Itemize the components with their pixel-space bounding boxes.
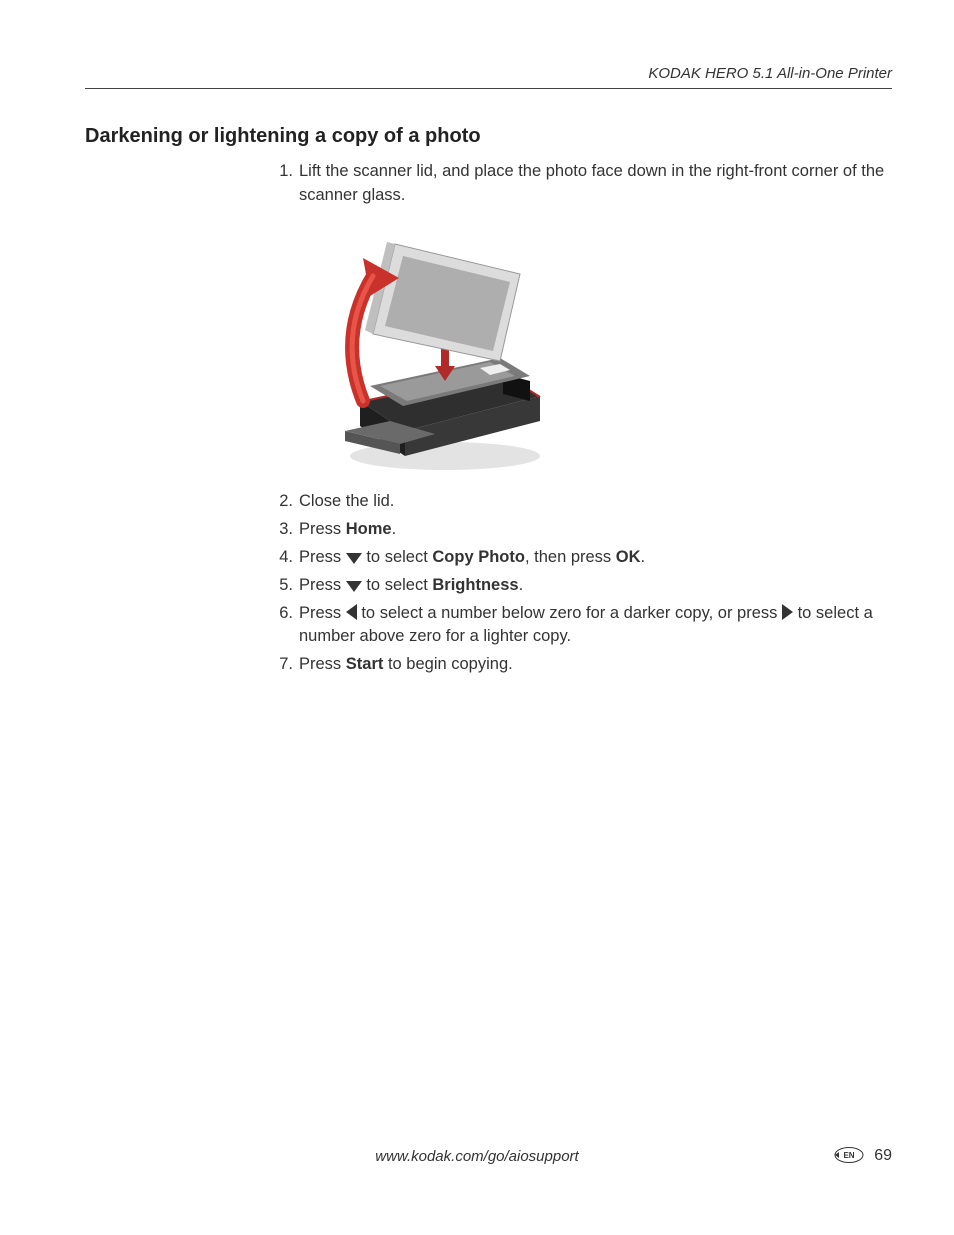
step-7: Press Start to begin copying. [273,653,892,677]
instruction-list: Lift the scanner lid, and place the phot… [273,160,892,677]
left-arrow-icon [346,604,357,620]
lang-badge-icon: EN [834,1147,864,1163]
button-ref-ok: OK [616,548,641,566]
step-text: Press [299,520,346,538]
button-ref-start: Start [346,655,384,673]
footer-url: www.kodak.com/go/aiosupport [0,1148,954,1165]
printer-illustration [325,226,555,476]
button-ref-home: Home [346,520,392,538]
step-text: Press [299,576,346,594]
step-text: to select [362,576,433,594]
step-1: Lift the scanner lid, and place the phot… [273,160,892,476]
step-3: Press Home. [273,518,892,542]
down-arrow-icon [346,581,362,592]
step-text: to begin copying. [383,655,512,673]
step-text: to select [362,548,433,566]
step-text: Press [299,655,346,673]
step-text: Press [299,548,346,566]
step-text: to select a number below zero for a dark… [357,604,782,622]
step-text: . [392,520,397,538]
step-2: Close the lid. [273,490,892,514]
step-text: , then press [525,548,616,566]
svg-text:EN: EN [844,1151,855,1160]
running-header: KODAK HERO 5.1 All-in-One Printer [85,65,892,88]
step-4: Press to select Copy Photo, then press O… [273,546,892,570]
down-arrow-icon [346,553,362,564]
step-text: . [641,548,646,566]
header-rule [85,88,892,89]
page-number-block: EN 69 [834,1147,892,1165]
menu-ref-brightness: Brightness [432,576,518,594]
step-text: Lift the scanner lid, and place the phot… [299,162,884,204]
illustration-container [325,226,892,476]
step-6: Press to select a number below zero for … [273,602,892,650]
step-text: Press [299,604,346,622]
menu-ref-copy-photo: Copy Photo [432,548,525,566]
section-title: Darkening or lightening a copy of a phot… [85,125,892,148]
step-5: Press to select Brightness. [273,574,892,598]
step-text: . [519,576,524,594]
right-arrow-icon [782,604,793,620]
step-text: Close the lid. [299,492,394,510]
page-number: 69 [874,1147,892,1164]
